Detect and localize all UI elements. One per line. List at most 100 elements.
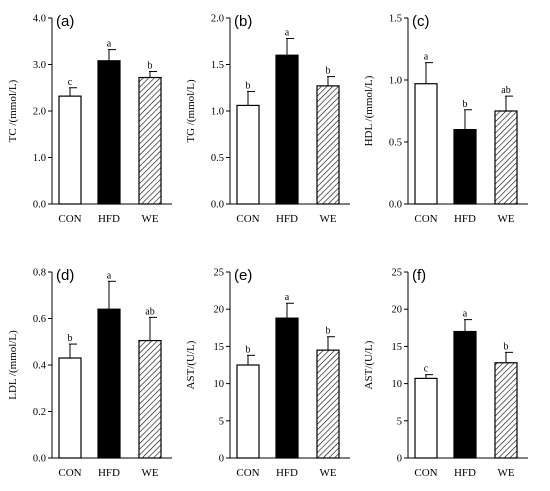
y-tick-label: 25 [214, 268, 225, 279]
y-tick-label: 5 [397, 416, 402, 427]
y-tick-label: 20 [392, 305, 403, 316]
y-tick-label: 15 [392, 342, 403, 353]
y-axis-title: AST/(U/L) [185, 340, 197, 389]
panel-label: (b) [234, 13, 252, 30]
significance-label: b [463, 99, 468, 110]
x-category-label: HFD [454, 467, 476, 479]
significance-label: b [148, 60, 153, 71]
bar-con [236, 104, 260, 205]
significance-label: c [68, 77, 73, 88]
bar-hfd [453, 330, 477, 459]
y-axis-title: HDL /(mmol/L) [363, 75, 375, 146]
bar-we [138, 76, 162, 205]
bar-hfd [453, 129, 477, 205]
x-category-label: HFD [276, 467, 298, 479]
panel-label: (a) [56, 13, 74, 30]
y-tick-label: 1.5 [389, 14, 402, 25]
x-category-label: WE [497, 467, 514, 479]
y-tick-label: 0.5 [211, 153, 224, 164]
significance-label: a [285, 292, 290, 303]
significance-label: c [424, 364, 429, 375]
chart-panel-3: (c) 0.0 0.5 1.0 1.5 HDL /(mmol/L) a CON b HFD ab WE [363, 13, 528, 225]
significance-label: a [285, 27, 290, 38]
significance-label: b [246, 80, 251, 91]
x-category-label: HFD [454, 213, 476, 225]
x-category-label: WE [497, 213, 514, 225]
x-category-label: CON [236, 213, 259, 225]
x-category-label: CON [414, 213, 437, 225]
significance-label: ab [501, 85, 510, 96]
y-tick-label: 0 [219, 454, 224, 465]
y-tick-label: 1.0 [33, 153, 46, 164]
bar-we [138, 339, 162, 459]
panel-label: (c) [412, 13, 430, 30]
panel-label: (e) [234, 267, 252, 284]
y-tick-label: 10 [214, 379, 225, 390]
bar-hfd [97, 308, 121, 459]
significance-label: a [424, 52, 429, 63]
y-tick-label: 3.0 [33, 60, 46, 71]
significance-label: b [68, 333, 73, 344]
y-tick-label: 0.2 [33, 407, 46, 418]
bar-hfd [275, 317, 299, 459]
bar-we [316, 85, 340, 205]
significance-label: b [504, 341, 509, 352]
bar-hfd [97, 60, 121, 205]
significance-label: ab [145, 306, 154, 317]
chart-panel-1: (a) 0.0 1.0 2.0 3.0 4.0 TC /(mmol/L) c CON a HFD b W… [7, 13, 172, 225]
significance-label: b [326, 326, 331, 337]
chart-panel-6: (f) 0 5 10 15 20 25 AST/(U/L) c CON a HFD b WE [363, 267, 528, 479]
x-category-label: CON [58, 467, 81, 479]
y-tick-label: 0.6 [33, 314, 46, 325]
chart-panel-2: (b) 0.0 0.5 1.0 1.5 2.0 TG /(mmol/L) b CON a HFD b W… [185, 13, 350, 225]
x-category-label: WE [319, 213, 336, 225]
chart-panel-5: (e) 0 5 10 15 20 25 AST/(U/L) b CON a HFD b WE [185, 267, 350, 479]
y-tick-label: 1.0 [389, 76, 402, 87]
y-tick-label: 2.0 [33, 107, 46, 118]
x-category-label: CON [414, 467, 437, 479]
y-axis-title: TC /(mmol/L) [7, 79, 19, 142]
y-tick-label: 0 [397, 454, 402, 465]
significance-label: b [326, 66, 331, 77]
x-category-label: WE [141, 467, 158, 479]
y-tick-label: 2.0 [211, 14, 224, 25]
x-category-label: HFD [276, 213, 298, 225]
bar-we [316, 349, 340, 459]
y-tick-label: 0.8 [33, 268, 46, 279]
y-tick-label: 1.0 [211, 107, 224, 118]
y-tick-label: 0.0 [33, 454, 46, 465]
bar-con [236, 364, 260, 459]
y-axis-title: LDL /(mmol/L) [7, 330, 19, 400]
x-category-label: CON [58, 213, 81, 225]
y-tick-label: 20 [214, 305, 225, 316]
y-tick-label: 0.4 [33, 361, 47, 372]
bar-con [58, 95, 82, 205]
panel-label: (d) [56, 267, 74, 284]
significance-label: a [107, 270, 112, 281]
y-tick-label: 15 [214, 342, 225, 353]
y-tick-label: 0.5 [389, 138, 402, 149]
bar-we [494, 110, 518, 205]
x-category-label: HFD [98, 213, 120, 225]
significance-label: a [463, 309, 468, 320]
y-tick-label: 0.0 [211, 200, 224, 211]
chart-panel-4: (d) 0.0 0.2 0.4 0.6 0.8 LDL /(mmol/L) b CON a HFD a… [7, 267, 172, 479]
bar-con [414, 83, 438, 205]
y-axis-title: AST/(U/L) [363, 340, 375, 389]
y-axis-title: TG /(mmol/L) [185, 79, 197, 143]
bar-con [58, 357, 82, 459]
y-tick-label: 25 [392, 268, 403, 279]
y-tick-label: 10 [392, 379, 403, 390]
x-category-label: CON [236, 467, 259, 479]
significance-label: a [107, 39, 112, 50]
y-tick-label: 5 [219, 416, 224, 427]
x-category-label: HFD [98, 467, 120, 479]
y-tick-label: 0.0 [33, 200, 46, 211]
significance-label: b [246, 344, 251, 355]
bar-con [414, 377, 438, 459]
bar-we [494, 362, 518, 459]
x-category-label: WE [319, 467, 336, 479]
y-tick-label: 0.0 [389, 200, 402, 211]
